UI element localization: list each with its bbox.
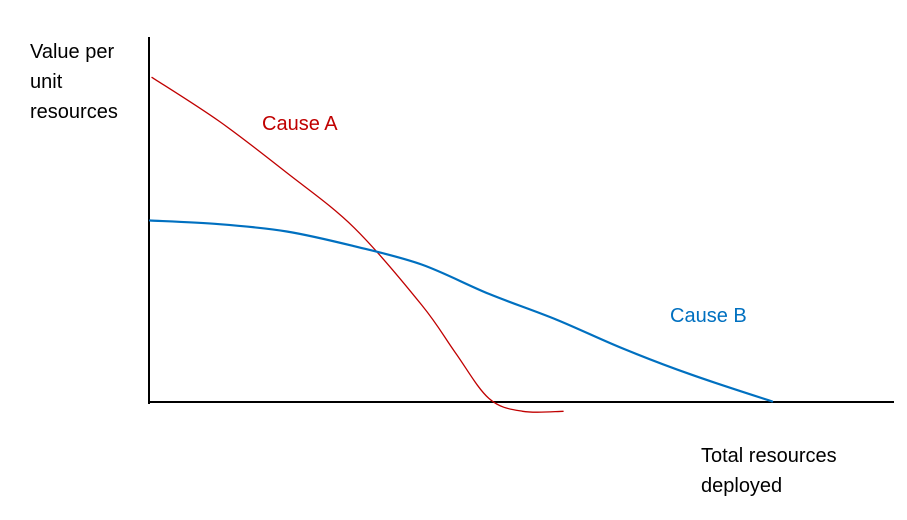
series-label-cause-a: Cause A xyxy=(262,113,338,135)
x-axis-label-line-2: deployed xyxy=(701,475,782,497)
y-axis-label-line-2: unit xyxy=(30,71,63,93)
x-axis-label: Total resources deployed xyxy=(701,445,837,497)
x-axis-label-line-1: Total resources xyxy=(701,445,837,467)
y-axis-label: Value per unit resources xyxy=(30,41,118,123)
series-line-cause-b xyxy=(148,219,774,403)
y-axis-label-line-1: Value per xyxy=(30,41,114,63)
series-label-cause-b: Cause B xyxy=(670,305,747,327)
series-line-cause-a xyxy=(151,76,564,413)
y-axis-label-line-3: resources xyxy=(30,101,118,123)
series-layer xyxy=(148,76,774,413)
